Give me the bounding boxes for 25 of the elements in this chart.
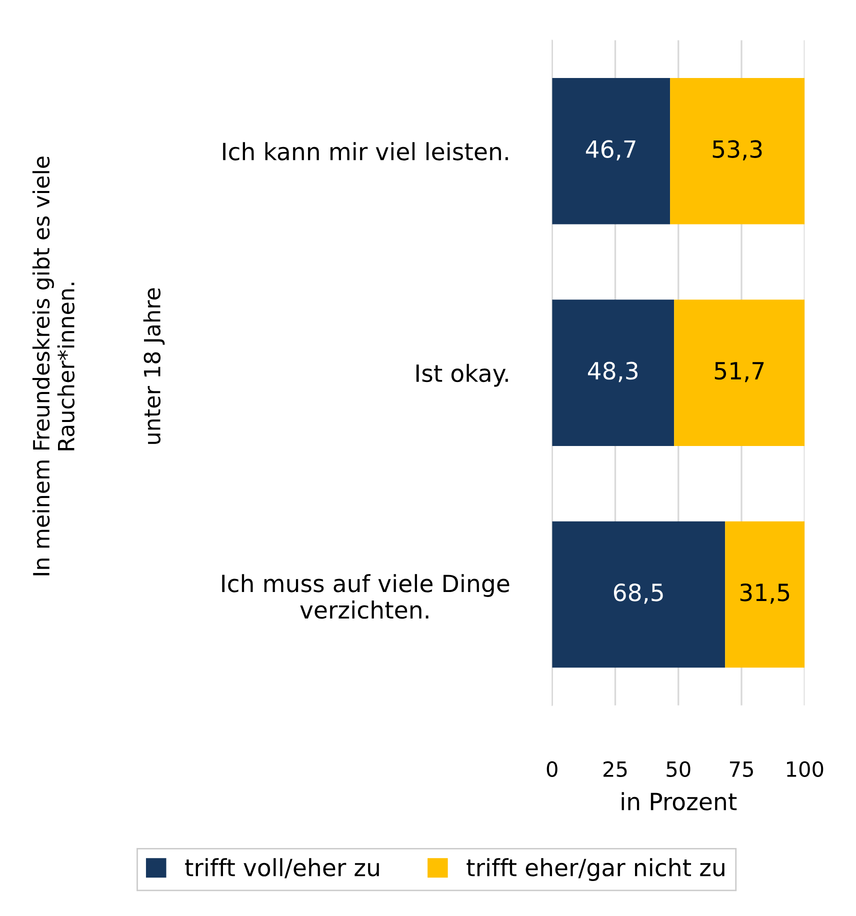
x-tick-label: 75 [730,762,753,777]
bar [552,300,674,446]
x-tick-label: 100 [787,761,824,777]
x-tick-label: 25 [604,761,627,777]
data-label: 31,5 [740,583,790,604]
legend-label: trifft eher/gar nicht zu [466,858,724,882]
bar [674,300,805,446]
text: unter 18 Jahre [143,288,165,444]
x-tick-label: 50 [666,761,690,777]
y-tick-label: Ich kann mir viel leisten. [223,142,508,160]
data-label: 68,5 [614,583,663,604]
data-label: 53,3 [712,140,762,160]
data-label: 46,7 [586,140,636,160]
legend-label: trifft voll/eher zu [185,858,379,878]
data-label: 51,7 [714,362,764,382]
y-tick-label: Ich muss auf viele Dinge verzichten. [222,574,510,619]
bar [725,521,805,668]
bar [552,78,670,224]
y-tick-label: Ist okay. [416,364,508,387]
x-axis-title: in Prozent [622,792,737,810]
x-tick-label: 0 [546,761,558,777]
data-label: 48,3 [588,362,638,382]
bar [670,78,805,224]
bar [552,521,726,668]
text: In meinem Freundeskreis gibt es viele Raucher*innen. [32,156,75,576]
